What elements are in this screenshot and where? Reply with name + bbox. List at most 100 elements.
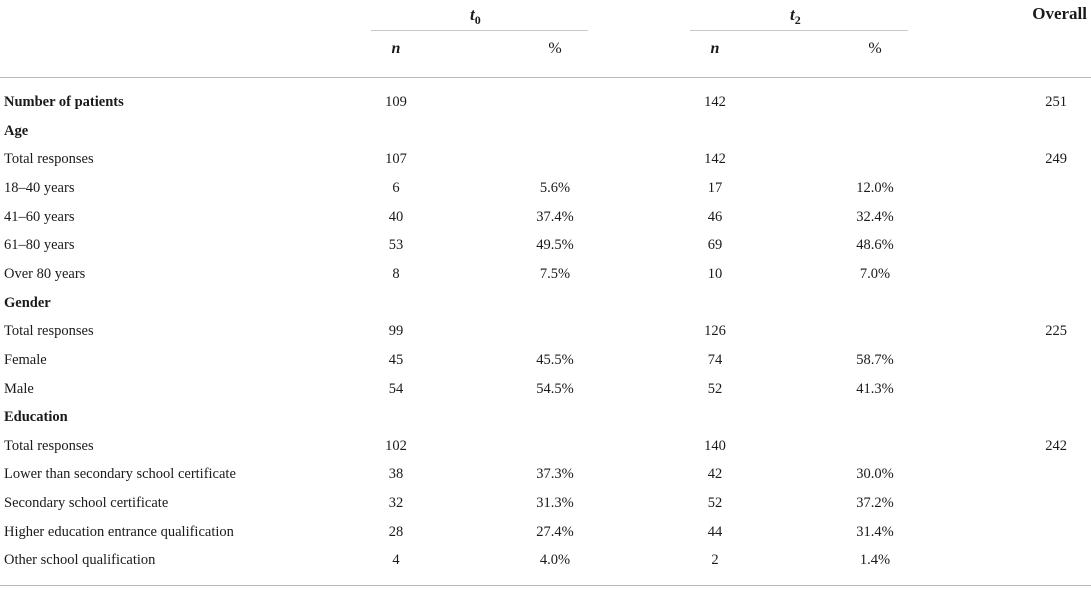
cell-pct-t0: 7.5% [539, 266, 571, 282]
cell-n-t0: 28 [388, 524, 404, 540]
table-row: Total responses 107 142 249 [0, 145, 1091, 173]
table-row: Total responses 99 126 225 [0, 317, 1091, 345]
cell-n-t2: 142 [704, 94, 726, 110]
cell-n-t0: 40 [388, 209, 404, 225]
cell-pct-t0: 27.4% [536, 524, 574, 540]
cell-pct-t2: 12.0% [856, 180, 894, 196]
row-label: Total responses [4, 438, 94, 454]
cell-n-t2: 126 [704, 323, 726, 339]
row-label: Total responses [4, 323, 94, 339]
row-label: Age [4, 123, 29, 139]
table-row: Male 54 54.5% 52 41.3% [0, 375, 1091, 403]
row-label: Higher education entrance qualification [4, 524, 234, 540]
cell-n-t0: 102 [385, 438, 407, 454]
cell-n-t0: 38 [388, 466, 404, 482]
cell-n-t2: 2 [711, 552, 719, 568]
group-header-t0-sub: 0 [474, 13, 481, 27]
overall-header: Overall [1032, 4, 1087, 23]
subheader-pct-t0: % [548, 40, 562, 57]
subheader-n-t2: n [710, 40, 720, 57]
cell-overall: 251 [1045, 94, 1067, 110]
cell-n-t2: 142 [704, 151, 726, 167]
table-row: 18–40 years 6 5.6% 17 12.0% [0, 174, 1091, 202]
cell-n-t2: 74 [707, 352, 723, 368]
cell-overall: 242 [1045, 438, 1067, 454]
row-label: Total responses [4, 151, 94, 167]
table-row: Lower than secondary school certificate 3… [0, 460, 1091, 488]
cell-pct-t2: 48.6% [856, 237, 894, 253]
table-row: Other school qualification 4 4.0% 2 1.4% [0, 546, 1091, 574]
table-row: Total responses 102 140 242 [0, 432, 1091, 460]
group-header-t2: t2 [790, 5, 801, 28]
cell-n-t2: 52 [707, 381, 723, 397]
cell-pct-t2: 32.4% [856, 209, 894, 225]
group-header-t2-main: t [790, 5, 795, 24]
cell-pct-t2: 31.4% [856, 524, 894, 540]
cell-n-t2: 42 [707, 466, 723, 482]
section-row: Age [0, 117, 1091, 145]
row-label: 18–40 years [4, 180, 75, 196]
cell-overall: 225 [1045, 323, 1067, 339]
group-underline-t0 [371, 30, 588, 31]
cell-pct-t2: 58.7% [856, 352, 894, 368]
cell-pct-t2: 41.3% [856, 381, 894, 397]
table-row: Female 45 45.5% 74 58.7% [0, 346, 1091, 374]
table-row: Number of patients 109 142 251 [0, 88, 1091, 116]
cell-n-t0: 4 [392, 552, 400, 568]
section-row: Education [0, 403, 1091, 431]
row-label: 41–60 years [4, 209, 75, 225]
cell-pct-t0: 45.5% [536, 352, 574, 368]
row-label: Other school qualification [4, 552, 156, 568]
cell-n-t0: 32 [388, 495, 404, 511]
cell-pct-t2: 30.0% [856, 466, 894, 482]
cell-pct-t2: 1.4% [859, 552, 891, 568]
cell-n-t0: 99 [388, 323, 404, 339]
table-row: Over 80 years 8 7.5% 10 7.0% [0, 260, 1091, 288]
row-label: Female [4, 352, 47, 368]
group-header-t0-main: t [470, 5, 475, 24]
cell-pct-t0: 31.3% [536, 495, 574, 511]
row-label: Education [4, 409, 68, 425]
cell-n-t2: 52 [707, 495, 723, 511]
cell-n-t0: 45 [388, 352, 404, 368]
cell-pct-t0: 37.3% [536, 466, 574, 482]
cell-n-t0: 107 [385, 151, 407, 167]
row-label: Number of patients [4, 94, 124, 110]
row-label: Secondary school certificate [4, 495, 169, 511]
row-label: Male [4, 381, 34, 397]
table-row: 41–60 years 40 37.4% 46 32.4% [0, 203, 1091, 231]
cell-n-t2: 17 [707, 180, 723, 196]
cell-n-t2: 46 [707, 209, 723, 225]
cell-pct-t2: 37.2% [856, 495, 894, 511]
row-label: 61–80 years [4, 237, 75, 253]
cell-n-t2: 140 [704, 438, 726, 454]
subheader-pct-t2: % [868, 40, 882, 57]
table-row: 61–80 years 53 49.5% 69 48.6% [0, 231, 1091, 259]
cell-pct-t0: 49.5% [536, 237, 574, 253]
section-row: Gender [0, 289, 1091, 317]
cell-n-t0: 54 [388, 381, 404, 397]
subheader-n-t0: n [391, 40, 401, 57]
cell-n-t2: 44 [707, 524, 723, 540]
cell-pct-t0: 4.0% [539, 552, 571, 568]
cell-n-t0: 8 [392, 266, 400, 282]
cell-n-t0: 109 [385, 94, 407, 110]
row-label: Gender [4, 295, 51, 311]
cell-pct-t2: 7.0% [859, 266, 891, 282]
cell-n-t0: 6 [392, 180, 400, 196]
cell-overall: 249 [1045, 151, 1067, 167]
cell-pct-t0: 37.4% [536, 209, 574, 225]
table-row: Secondary school certificate 32 31.3% 52 37.… [0, 489, 1091, 517]
header-rule [0, 77, 1091, 78]
cell-n-t0: 53 [388, 237, 404, 253]
group-header-t2-sub: 2 [794, 13, 801, 27]
cell-n-t2: 10 [707, 266, 723, 282]
cell-pct-t0: 54.5% [536, 381, 574, 397]
row-label: Over 80 years [4, 266, 86, 282]
cell-n-t2: 69 [707, 237, 723, 253]
cell-pct-t0: 5.6% [539, 180, 571, 196]
group-header-t0: t0 [470, 5, 481, 28]
bottom-rule [0, 585, 1091, 586]
row-label: Lower than secondary school certificate [4, 466, 236, 482]
group-underline-t2 [690, 30, 908, 31]
